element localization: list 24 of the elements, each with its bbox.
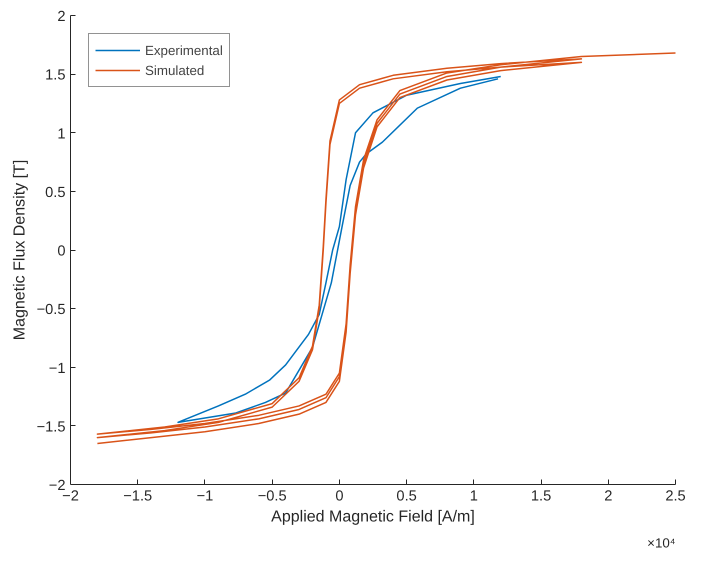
x-tick-label: 2 — [604, 488, 612, 504]
y-tick-label: 1.5 — [45, 68, 66, 84]
text: ×10⁴ — [647, 536, 676, 550]
legend-label: Experimental — [145, 42, 223, 58]
x-tick-label: 0 — [335, 488, 344, 504]
y-tick-label: −1 — [48, 360, 66, 377]
x-tick-label: 0.5 — [396, 488, 417, 504]
y-tick-label: 2 — [57, 9, 66, 25]
x-tick-label: −0.5 — [258, 488, 287, 504]
y-tick-label: −2 — [48, 478, 66, 494]
y-tick-label: 0 — [57, 244, 66, 260]
legend-label: Simulated — [145, 62, 204, 78]
y-tick-label: −1.5 — [36, 419, 66, 436]
x-axis-title: Applied Magnetic Field [A/m] — [271, 508, 475, 526]
x-tick-label: −1.5 — [123, 488, 152, 504]
y-tick-label: −0.5 — [36, 302, 66, 318]
x-tick-label: 2.5 — [665, 488, 686, 504]
line-series — [177, 76, 502, 424]
y-tick-label: 0.5 — [45, 184, 66, 201]
x-tick-label: 1 — [470, 488, 478, 504]
y-tick-label: 1 — [57, 126, 66, 142]
x-tick-label: −1 — [196, 488, 214, 504]
x-tick-label: 1.5 — [530, 488, 552, 504]
y-axis-title: Magnetic Flux Density [T] — [12, 160, 29, 340]
